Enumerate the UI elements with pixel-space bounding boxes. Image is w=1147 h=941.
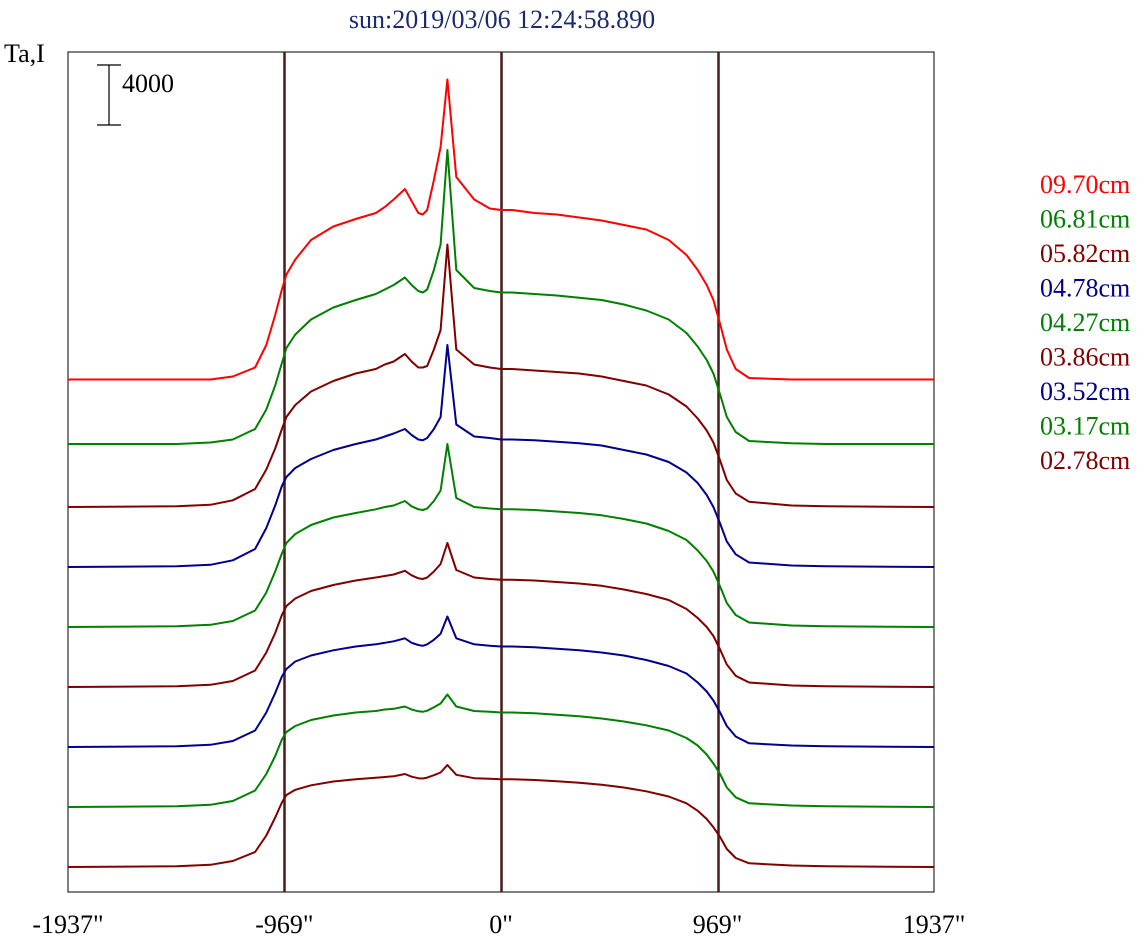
x-tick-label-3: 969" [693, 910, 743, 939]
chart-title: sun:2019/03/06 12:24:58.890 [349, 5, 655, 34]
series-line-09.70cm [68, 78, 934, 381]
y-axis-label: Ta,I [4, 39, 45, 68]
legend-entry-06.81cm: 06.81cm [1040, 205, 1130, 234]
legend-entry-03.52cm: 03.52cm [1040, 377, 1130, 406]
x-tick-label-0: -1937" [32, 910, 103, 939]
legend-entry-05.82cm: 05.82cm [1040, 239, 1130, 268]
series-line-03.52cm [67, 615, 935, 748]
legend-entry-03.86cm: 03.86cm [1040, 343, 1130, 372]
legend-entry-09.70cm: 09.70cm [1040, 170, 1130, 199]
series-line-04.78cm [67, 344, 935, 568]
x-tick-labels: -1937" -969" 0" 969" 1937" [32, 910, 965, 939]
legend-entry-04.27cm: 04.27cm [1040, 308, 1130, 337]
series-line-03.86cm [67, 542, 935, 688]
series-line-02.78cm [67, 764, 935, 868]
x-tick-label-4: 1937" [903, 910, 966, 939]
scale-bar: 4000 [97, 64, 174, 126]
series-line-03.17cm [67, 693, 935, 808]
series-group [67, 78, 935, 868]
x-tick-label-1: -969" [255, 910, 313, 939]
series-line-04.27cm [67, 443, 935, 628]
x-tick-label-2: 0" [489, 910, 513, 939]
legend-entry-04.78cm: 04.78cm [1040, 274, 1130, 303]
vertical-reference-lines [283, 52, 720, 892]
legend-entry-03.17cm: 03.17cm [1040, 412, 1130, 441]
legend-entry-02.78cm: 02.78cm [1040, 446, 1130, 475]
legend: 09.70cm 06.81cm 05.82cm 04.78cm 04.27cm 03.86… [1040, 170, 1130, 475]
scale-bar-label: 4000 [122, 69, 174, 98]
series-line-06.81cm [68, 149, 934, 445]
series-line-05.82cm [67, 243, 935, 508]
